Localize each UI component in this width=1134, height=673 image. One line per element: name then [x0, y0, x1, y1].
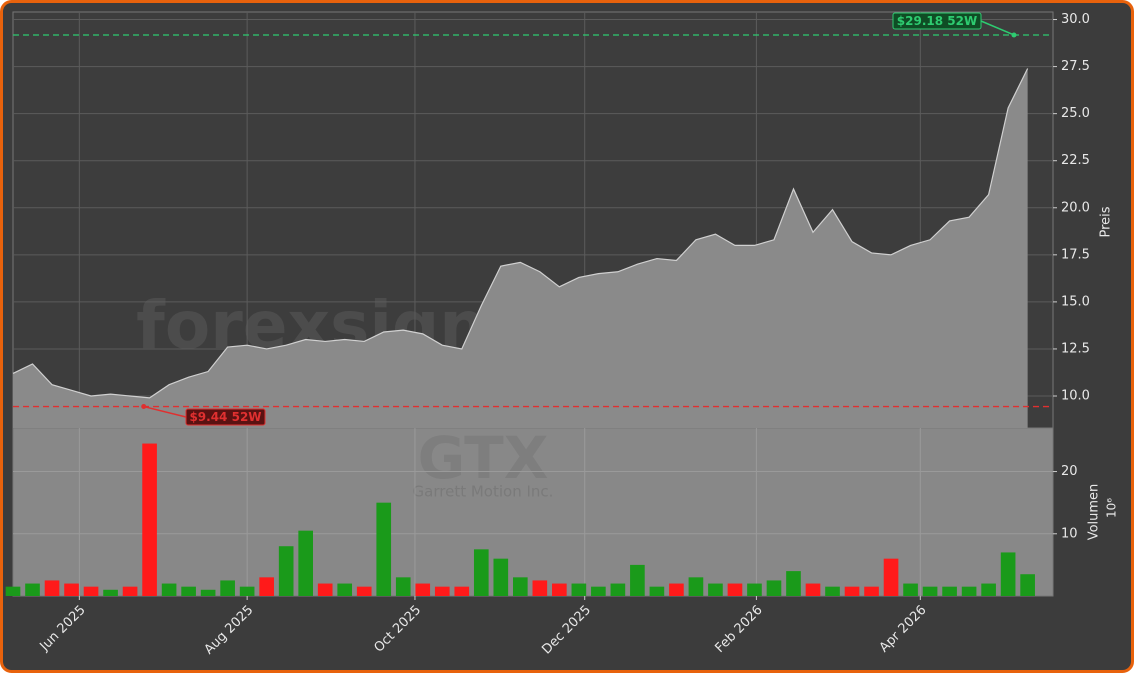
y-tick-label: 15.0 — [1061, 294, 1090, 309]
volume-bar — [415, 583, 431, 596]
volume-bar — [278, 546, 294, 596]
volume-bar — [903, 583, 918, 596]
volume-bar — [571, 583, 587, 596]
volume-bar — [786, 571, 801, 596]
volume-bar — [142, 443, 157, 596]
high-arrow — [980, 20, 1015, 36]
volume-bar — [688, 577, 704, 596]
high-arrow-head — [1011, 32, 1017, 38]
y-tick-label: 17.5 — [1061, 247, 1090, 262]
watermark: GTX — [418, 424, 549, 492]
volume-bar — [64, 583, 79, 596]
watermark-subtitle: Garrett Motion Inc. — [413, 483, 554, 501]
low-arrow-head — [141, 404, 147, 410]
volume-bar — [376, 502, 392, 596]
volume-bar — [317, 583, 333, 596]
low-label: $9.44 52W — [189, 410, 261, 424]
volume-bar — [922, 586, 938, 596]
volume-bar — [44, 580, 60, 596]
volume-bar — [942, 586, 957, 596]
volume-bar — [864, 586, 879, 596]
volume-bar — [161, 583, 177, 596]
volume-bar — [103, 589, 118, 596]
volume-bar — [395, 577, 411, 596]
volume-bar — [825, 586, 840, 596]
y-tick-label: 10 — [1061, 526, 1078, 541]
volume-bar — [5, 586, 21, 596]
y-tick-label: 12.5 — [1061, 341, 1090, 356]
volume-bar — [434, 586, 450, 596]
volume-bar — [1020, 574, 1035, 596]
high-label-box — [892, 12, 982, 30]
volume-bar — [649, 586, 665, 596]
volume-bar — [591, 586, 606, 596]
low-arrow — [143, 405, 187, 418]
volume-bar — [844, 586, 860, 596]
volume-bar — [747, 583, 762, 596]
volume-bar — [200, 589, 216, 596]
volume-bar — [805, 583, 821, 596]
volume-bar — [981, 583, 996, 596]
volume-bar — [883, 558, 899, 596]
volume-bar — [239, 586, 255, 596]
volume-bar — [630, 564, 645, 596]
volume-bar — [337, 583, 353, 596]
y-axis-label: Preis — [1099, 206, 1114, 237]
volume-bar — [220, 580, 235, 596]
volume-bar — [708, 583, 723, 596]
volume-bar — [727, 583, 743, 596]
volume-bar — [493, 558, 509, 596]
volume-bar — [473, 549, 489, 596]
y-tick-label: 30.0 — [1061, 12, 1090, 27]
y-tick-label: 20.0 — [1061, 200, 1090, 215]
price-area — [13, 68, 1028, 429]
low-label-box — [185, 408, 266, 426]
volume-bar — [532, 580, 548, 596]
high-label: $29.18 52W — [897, 14, 977, 28]
volume-bar — [669, 583, 684, 596]
y-tick-label: 10.0 — [1061, 389, 1090, 404]
volume-bar — [1000, 552, 1016, 596]
volume-bar — [181, 586, 196, 596]
volume-bar — [513, 577, 528, 596]
volume-bar — [610, 583, 626, 596]
y-axis-unit: 10⁶ — [1105, 498, 1119, 518]
volume-bar — [83, 586, 99, 596]
volume-bar — [961, 586, 977, 596]
y-axis-label: Volumen — [1087, 484, 1102, 541]
y-tick-label: 20 — [1061, 464, 1078, 479]
volume-bar — [454, 586, 470, 596]
y-tick-label: 22.5 — [1061, 153, 1090, 168]
price-line — [12, 68, 1029, 399]
y-tick-label: 27.5 — [1061, 59, 1090, 74]
volume-bar — [766, 580, 782, 596]
volume-bar — [25, 583, 40, 596]
volume-bar — [122, 586, 138, 596]
volume-bar — [552, 583, 567, 596]
y-tick-label: 25.0 — [1061, 106, 1090, 121]
volume-bar — [356, 586, 372, 596]
volume-bar — [298, 530, 313, 596]
volume-bar — [259, 577, 274, 596]
